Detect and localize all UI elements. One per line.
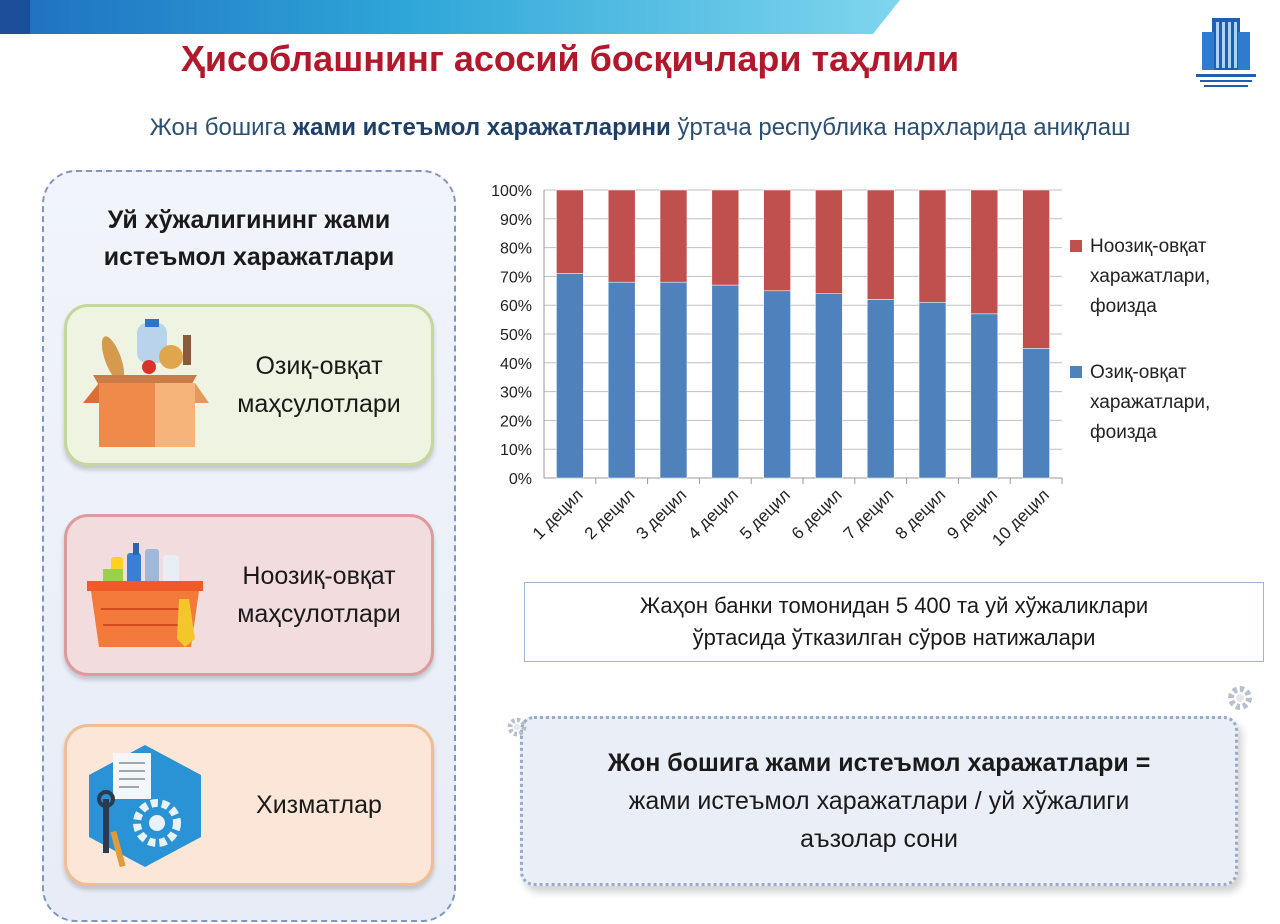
food-products-label: Озиқ-овқат маҳсулотлари bbox=[215, 307, 423, 463]
y-tick-label: 20% bbox=[500, 413, 532, 430]
y-tick-label: 60% bbox=[500, 298, 532, 315]
subtitle-text-2: ўртача республика нархларида аниқлаш bbox=[670, 114, 1131, 141]
formula-line2: жами истеъмол харажатлари / уй хўжалиги bbox=[628, 787, 1130, 815]
x-tick-label: 1 децил bbox=[529, 485, 587, 543]
services-tools-icon bbox=[89, 745, 201, 868]
services-label: Хизматлар bbox=[215, 727, 423, 883]
bar-food-segment bbox=[866, 299, 895, 479]
formula-line1: Жон бошига жами истеъмол харажатлари = bbox=[607, 749, 1151, 777]
bar-food-segment bbox=[918, 302, 947, 479]
x-tick-label: 4 децил bbox=[684, 485, 742, 543]
gear-small-icon bbox=[507, 717, 527, 737]
source-line2: ўртасида ўтказилган сўров натижалари bbox=[692, 625, 1096, 650]
nonfood-label-line1: Ноозиқ-овқат bbox=[242, 562, 396, 590]
x-tick-label: 3 децил bbox=[633, 485, 691, 543]
food-label-line2: маҳсулотлари bbox=[237, 390, 401, 418]
y-tick-label: 80% bbox=[500, 241, 532, 258]
y-tick-label: 100% bbox=[491, 183, 532, 200]
legend-label: Ноозиқ-овқат bbox=[1090, 236, 1207, 257]
gear-icon bbox=[1228, 686, 1252, 710]
legend-label: фоизда bbox=[1090, 296, 1157, 317]
formula-line3: аъзолар сони bbox=[800, 825, 958, 853]
y-tick-label: 30% bbox=[500, 385, 532, 402]
y-tick-label: 0% bbox=[509, 471, 532, 488]
y-tick-label: 50% bbox=[500, 327, 532, 344]
top-accent-dark bbox=[0, 0, 30, 34]
legend-label: Озиқ-овқат bbox=[1090, 362, 1187, 383]
bar-food-segment bbox=[1022, 348, 1050, 479]
x-tick-label: 5 децил bbox=[736, 485, 794, 543]
x-tick-label: 7 децил bbox=[840, 485, 898, 543]
legend-label: харажатлари, bbox=[1090, 266, 1210, 287]
x-tick-label: 6 децил bbox=[788, 485, 846, 543]
legend-swatch bbox=[1070, 240, 1082, 252]
subtitle-text-1: Жон бошига bbox=[149, 114, 293, 141]
nonfood-products-card: Ноозиқ-овқат маҳсулотлари bbox=[64, 514, 434, 676]
y-tick-label: 10% bbox=[500, 442, 532, 459]
x-tick-label: 2 децил bbox=[581, 485, 639, 543]
panel-heading-line1: Уй хўжалигининг жами bbox=[107, 206, 391, 234]
bar-food-segment bbox=[763, 290, 791, 479]
bar-food-segment bbox=[659, 281, 688, 479]
nonfood-label-line2: маҳсулотлари bbox=[237, 600, 401, 628]
bar-nonfood-segment bbox=[607, 189, 636, 283]
bar-nonfood-segment bbox=[1022, 189, 1050, 349]
bar-food-segment bbox=[711, 284, 740, 479]
panel-heading-line2: истеъмол харажатлари bbox=[103, 243, 395, 271]
page-title: Ҳисоблашнинг асосий босқичлари таҳлили bbox=[180, 38, 960, 79]
y-tick-label: 40% bbox=[500, 356, 532, 373]
services-label-line1: Хизматлар bbox=[256, 791, 382, 819]
food-products-card: Озиқ-овқат маҳсулотлари bbox=[64, 304, 434, 466]
bar-nonfood-segment bbox=[970, 189, 999, 315]
y-tick-label: 70% bbox=[500, 269, 532, 286]
decile-expenses-chart: 0% 10% 20% 30% 40% 50% 60% 70% 80% 90% 100% 1 децил… bbox=[491, 183, 1210, 550]
bar-food-segment bbox=[970, 313, 999, 479]
food-label-line1: Озиқ-овқат bbox=[255, 352, 383, 380]
bar-nonfood-segment bbox=[918, 189, 947, 303]
x-tick-label: 8 децил bbox=[892, 485, 950, 543]
expenses-panel: Уй хўжалигининг жами истеъмол харажатлар… bbox=[42, 170, 456, 922]
bar-nonfood-segment bbox=[815, 189, 843, 294]
bar-nonfood-segment bbox=[866, 189, 895, 300]
panel-heading: Уй хўжалигининг жами истеъмол харажатлар… bbox=[44, 202, 454, 276]
legend-label: фоизда bbox=[1090, 422, 1157, 443]
source-line1: Жаҳон банки томонидан 5 400 та уй хўжали… bbox=[639, 593, 1149, 618]
bar-food-segment bbox=[815, 293, 843, 479]
nonfood-products-label: Ноозиқ-овқат маҳсулотлари bbox=[215, 517, 423, 673]
food-box-icon bbox=[83, 319, 209, 447]
bar-food-segment bbox=[556, 273, 584, 479]
cleaning-basket-icon bbox=[87, 543, 203, 647]
y-tick-label: 90% bbox=[500, 212, 532, 229]
bar-nonfood-segment bbox=[659, 189, 688, 283]
page-subtitle: Жон бошига жами истеъмол харажатларини ў… bbox=[0, 114, 1280, 142]
services-card: Хизматлар bbox=[64, 724, 434, 886]
bar-food-segment bbox=[607, 281, 636, 479]
legend-label: харажатлари, bbox=[1090, 392, 1210, 413]
bar-nonfood-segment bbox=[556, 189, 584, 274]
formula-box: Жон бошига жами истеъмол харажатлари = ж… bbox=[520, 716, 1238, 886]
subtitle-bold-text: жами истеъмол харажатларини bbox=[292, 114, 671, 141]
source-note: Жаҳон банки томонидан 5 400 та уй хўжали… bbox=[524, 582, 1264, 662]
bar-nonfood-segment bbox=[711, 189, 740, 286]
bar-nonfood-segment bbox=[763, 189, 791, 292]
building-logo-icon bbox=[1196, 18, 1256, 87]
x-tick-label: 10 децил bbox=[988, 485, 1052, 549]
legend-swatch bbox=[1070, 366, 1082, 378]
top-accent-bar bbox=[0, 0, 900, 34]
